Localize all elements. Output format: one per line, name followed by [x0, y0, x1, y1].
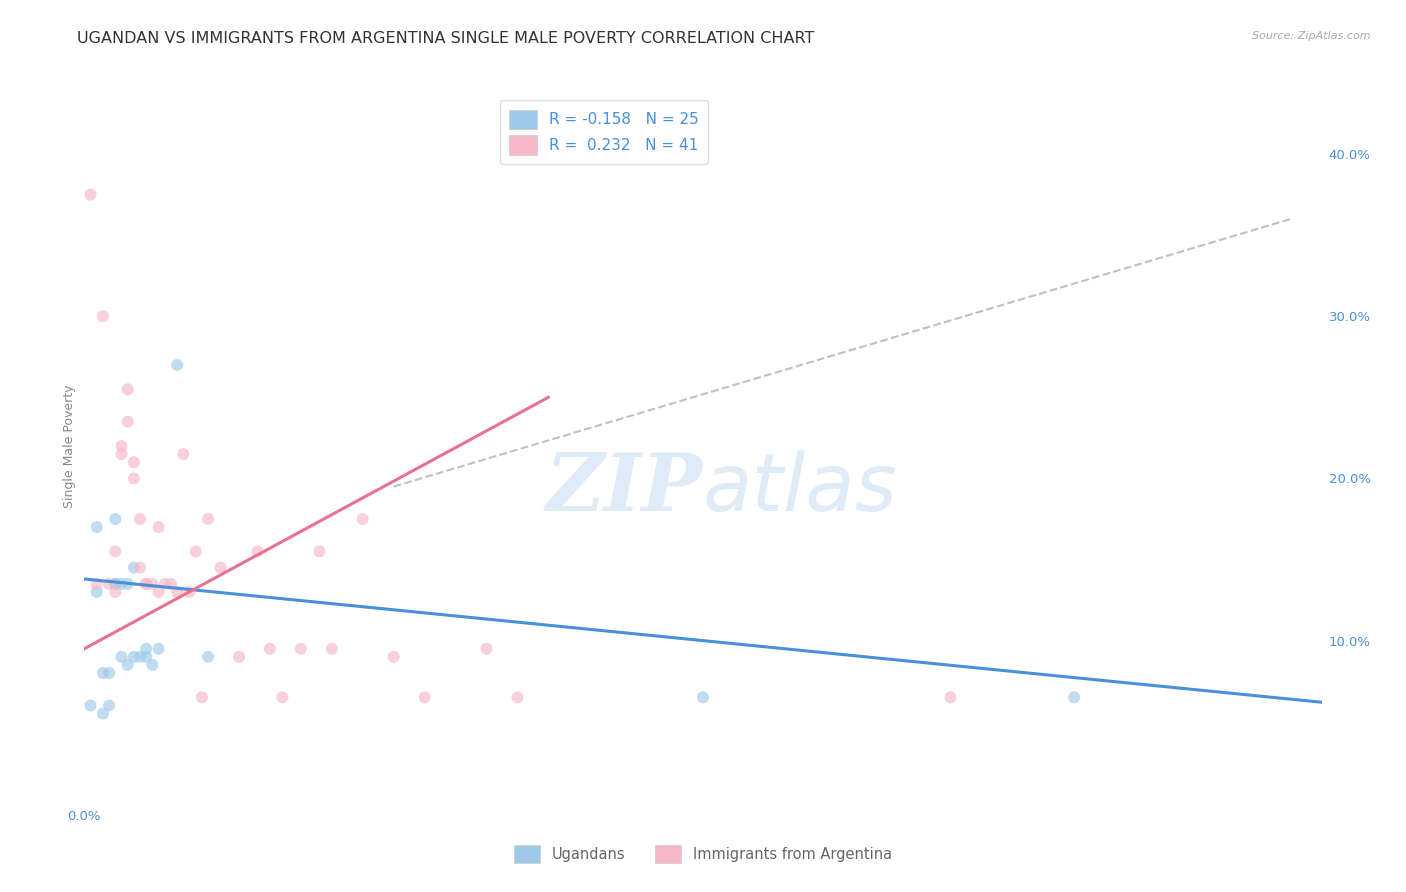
Point: [308, 544, 330, 558]
Point: [117, 657, 139, 672]
Point: [246, 544, 269, 558]
Point: [148, 641, 170, 656]
Point: [110, 447, 132, 461]
Point: [166, 358, 188, 372]
Point: [98, 698, 121, 713]
Point: [91, 666, 114, 681]
Point: [117, 382, 139, 396]
Point: [98, 666, 121, 681]
Point: [117, 577, 139, 591]
Point: [104, 585, 127, 599]
Text: UGANDAN VS IMMIGRANTS FROM ARGENTINA SINGLE MALE POVERTY CORRELATION CHART: UGANDAN VS IMMIGRANTS FROM ARGENTINA SIN…: [77, 31, 814, 46]
Point: [197, 512, 219, 526]
Point: [129, 560, 152, 574]
Point: [122, 471, 145, 485]
Point: [352, 512, 374, 526]
Point: [153, 577, 176, 591]
Point: [172, 447, 194, 461]
Point: [160, 577, 183, 591]
Point: [135, 641, 157, 656]
Point: [86, 577, 108, 591]
Point: [692, 690, 714, 705]
Point: [135, 577, 157, 591]
Point: [166, 585, 188, 599]
Point: [290, 641, 312, 656]
Point: [184, 544, 207, 558]
Point: [110, 577, 132, 591]
Point: [79, 698, 101, 713]
Point: [148, 520, 170, 534]
Point: [413, 690, 436, 705]
Point: [209, 560, 232, 574]
Text: ZIP: ZIP: [546, 450, 703, 527]
Point: [321, 641, 343, 656]
Point: [135, 649, 157, 664]
Point: [228, 649, 250, 664]
Point: [382, 649, 405, 664]
Point: [475, 641, 498, 656]
Legend: Ugandans, Immigrants from Argentina: Ugandans, Immigrants from Argentina: [509, 839, 897, 869]
Point: [104, 512, 127, 526]
Point: [122, 455, 145, 469]
Point: [117, 415, 139, 429]
Point: [1063, 690, 1085, 705]
Point: [148, 585, 170, 599]
Point: [91, 310, 114, 324]
Point: [79, 187, 101, 202]
Point: [110, 649, 132, 664]
Point: [122, 649, 145, 664]
Point: [191, 690, 214, 705]
Legend: R = -0.158   N = 25, R =  0.232   N = 41: R = -0.158 N = 25, R = 0.232 N = 41: [501, 101, 707, 164]
Point: [86, 520, 108, 534]
Point: [104, 544, 127, 558]
Point: [91, 706, 114, 721]
Point: [135, 577, 157, 591]
Point: [86, 585, 108, 599]
Point: [110, 439, 132, 453]
Point: [197, 649, 219, 664]
Point: [259, 641, 281, 656]
Point: [939, 690, 962, 705]
Point: [271, 690, 294, 705]
Point: [122, 560, 145, 574]
Point: [141, 657, 163, 672]
Point: [129, 512, 152, 526]
Text: Source: ZipAtlas.com: Source: ZipAtlas.com: [1253, 31, 1371, 41]
Point: [104, 577, 127, 591]
Text: atlas: atlas: [703, 450, 898, 528]
Y-axis label: Single Male Poverty: Single Male Poverty: [63, 384, 76, 508]
Point: [98, 577, 121, 591]
Point: [129, 649, 152, 664]
Point: [104, 577, 127, 591]
Point: [506, 690, 529, 705]
Point: [141, 577, 163, 591]
Point: [179, 585, 201, 599]
